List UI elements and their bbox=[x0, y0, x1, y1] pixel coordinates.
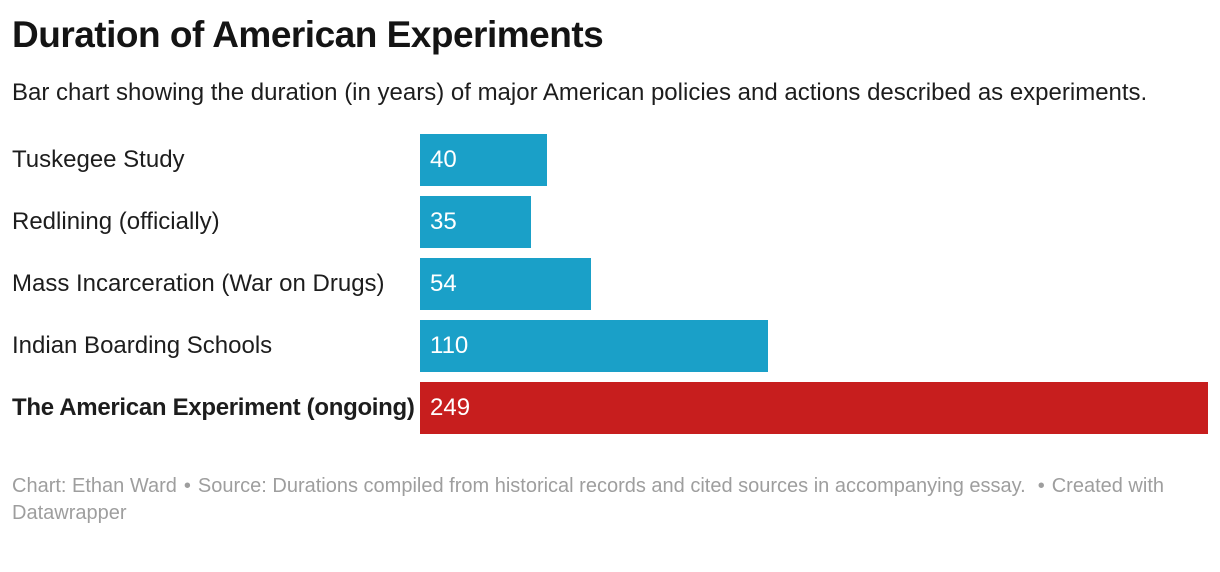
bar-track: 54 bbox=[420, 258, 1208, 310]
bar[interactable]: 249 bbox=[420, 382, 1208, 434]
bar-track: 40 bbox=[420, 134, 1208, 186]
bar-value-label: 35 bbox=[430, 208, 457, 235]
category-label: Indian Boarding Schools bbox=[12, 332, 273, 359]
bar-track: 110 bbox=[420, 320, 1208, 372]
category-label: Mass Incarceration (War on Drugs) bbox=[12, 270, 385, 297]
bar-row: Indian Boarding Schools 110 bbox=[12, 320, 1208, 372]
chart-credit: Chart: Ethan Ward bbox=[12, 475, 177, 497]
bar-rows: Tuskegee Study 40 Redlining (officially)… bbox=[12, 134, 1208, 434]
bar[interactable]: 35 bbox=[420, 196, 531, 248]
bar-row: Mass Incarceration (War on Drugs) 54 bbox=[12, 258, 1208, 310]
bar-row: Redlining (officially) 35 bbox=[12, 196, 1208, 248]
chart-title: Duration of American Experiments bbox=[12, 14, 604, 55]
bar[interactable]: 54 bbox=[420, 258, 591, 310]
footer-separator: • bbox=[1037, 475, 1045, 497]
bar[interactable]: 110 bbox=[420, 320, 769, 372]
created-with-datawrapper[interactable]: Created with Datawrapper bbox=[12, 475, 1164, 524]
chart-description: Bar chart showing the duration (in years… bbox=[12, 79, 1148, 106]
bar-track: 35 bbox=[420, 196, 1208, 248]
chart-footer: Chart: Ethan Ward • Source: Durations comp… bbox=[12, 473, 1208, 527]
bar-row: The American Experiment (ongoing) 249 bbox=[12, 382, 1208, 434]
category-label: Redlining (officially) bbox=[12, 208, 220, 235]
category-label: Tuskegee Study bbox=[12, 146, 185, 173]
bar-row: Tuskegee Study 40 bbox=[12, 134, 1208, 186]
footer-separator: • bbox=[183, 475, 191, 497]
source-text: Source: Durations compiled from historic… bbox=[197, 475, 1026, 497]
bar-value-label: 249 bbox=[430, 394, 471, 421]
bar-value-label: 40 bbox=[430, 146, 457, 173]
bar-value-label: 110 bbox=[430, 332, 469, 359]
bar[interactable]: 40 bbox=[420, 134, 547, 186]
bar-value-label: 54 bbox=[430, 270, 457, 297]
bar-track: 249 bbox=[420, 382, 1208, 434]
category-label: The American Experiment (ongoing) bbox=[12, 394, 415, 421]
